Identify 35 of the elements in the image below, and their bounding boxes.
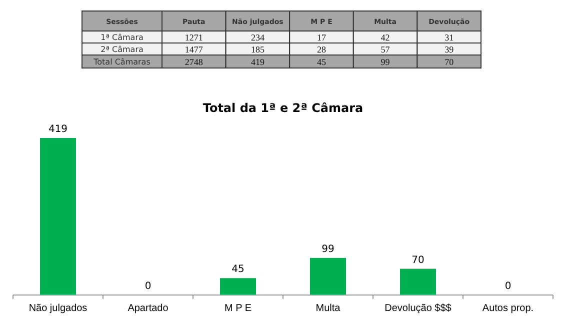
data-label: 2748 bbox=[184, 57, 204, 67]
data-label: 99 bbox=[322, 244, 334, 255]
data-label: 1271 bbox=[184, 32, 203, 42]
bar bbox=[400, 268, 436, 295]
data-label: 419 bbox=[250, 57, 265, 67]
data-label: 99 bbox=[380, 57, 390, 67]
y-tick-label: Total Câmaras bbox=[92, 58, 150, 66]
data-label: 45 bbox=[232, 264, 244, 276]
data-label: 39 bbox=[444, 44, 454, 54]
data-label: 42 bbox=[380, 32, 390, 42]
data-label: 185 bbox=[250, 44, 265, 54]
data-label: 1477 bbox=[184, 44, 204, 54]
data-label: 0 bbox=[504, 281, 512, 292]
x-tick-label: Autos prop. bbox=[482, 303, 534, 314]
chart-title: Total da 1ª e 2ª Câmara bbox=[202, 101, 364, 115]
data-label: 234 bbox=[250, 32, 265, 42]
x-tick-label: Apartado bbox=[128, 303, 169, 314]
y-tick-label: 1ª Câmara bbox=[100, 33, 144, 42]
x-tick-label: Devolução $$$ bbox=[384, 303, 452, 314]
data-label: 70 bbox=[412, 254, 424, 266]
x-tick-label: M P E bbox=[224, 303, 252, 314]
data-label: 419 bbox=[48, 124, 68, 135]
bar bbox=[40, 138, 76, 295]
bar bbox=[220, 278, 256, 295]
data-label: 45 bbox=[317, 57, 326, 67]
data-label: 70 bbox=[444, 57, 454, 67]
data-label: 31 bbox=[444, 32, 454, 42]
data-label: 0 bbox=[144, 281, 152, 292]
x-tick-label: Multa bbox=[316, 303, 341, 314]
bar bbox=[310, 258, 346, 295]
data-label: 28 bbox=[317, 44, 326, 54]
data-label: 57 bbox=[380, 44, 390, 54]
y-tick-label: 2ª Câmara bbox=[100, 45, 144, 54]
data-label: 17 bbox=[317, 32, 326, 42]
x-tick-label: Não julgados bbox=[28, 303, 88, 314]
